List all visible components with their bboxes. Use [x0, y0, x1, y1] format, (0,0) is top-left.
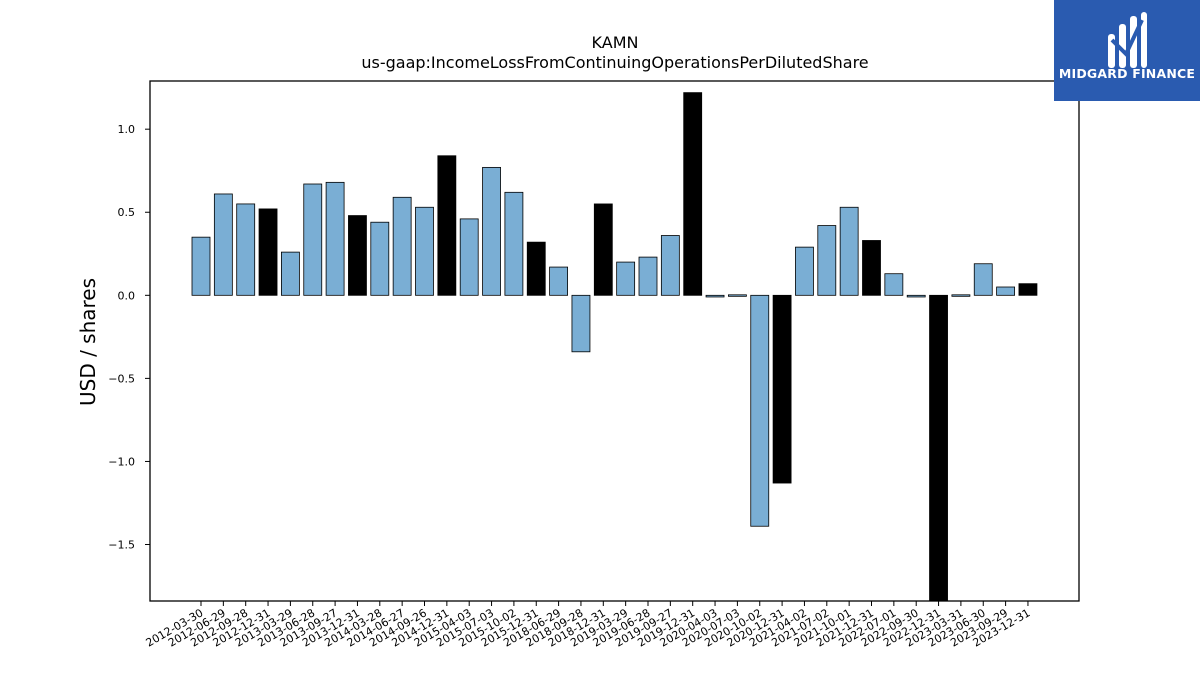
bar-2012-06-29	[213, 193, 233, 296]
bar-2013-06-28	[303, 183, 323, 296]
bar-2014-12-31	[437, 155, 457, 296]
y-axis-ticks: −1.5 −1.0 −0.5 0.0 0.5 1.0	[108, 123, 150, 552]
midgard-logo-icon	[1108, 12, 1147, 68]
bar-2020-07-03	[728, 294, 747, 297]
bar-2012-03-30	[191, 236, 211, 296]
bar-2019-03-29	[616, 261, 636, 296]
bar-2020-04-03	[705, 294, 725, 298]
y-tick-label: 0.5	[118, 206, 136, 219]
bar-2020-12-31	[772, 294, 792, 484]
bar-2021-07-02	[817, 225, 837, 296]
chart-title: KAMN	[592, 33, 639, 52]
bar-2023-03-31	[951, 294, 971, 297]
bar-2021-12-31	[862, 240, 881, 296]
bar-2022-12-31	[929, 294, 948, 602]
bar-2013-09-27	[325, 181, 345, 296]
chart-subtitle: us-gaap:IncomeLossFromContinuingOperatio…	[361, 53, 868, 72]
bar-2023-06-30	[973, 263, 993, 296]
bar-2013-03-29	[280, 251, 300, 296]
bar-2021-10-01	[839, 206, 859, 296]
logo-text: MIDGARD FINANCE	[1058, 66, 1196, 81]
bar-2023-12-31	[1018, 283, 1038, 296]
y-axis-label: USD / shares	[76, 278, 100, 406]
bar-2013-12-31	[348, 215, 367, 296]
midgard-finance-logo: MIDGARD FINANCE	[1054, 0, 1200, 101]
bar-2022-07-01	[884, 273, 904, 296]
bar-2014-09-26	[415, 206, 434, 296]
bar-2023-09-29	[996, 286, 1015, 296]
bar-2015-07-03	[482, 166, 501, 296]
plot-frame	[149, 80, 1080, 602]
bar-2015-10-02	[504, 191, 524, 296]
bar-2020-10-02	[750, 294, 770, 527]
bar-2022-09-30	[906, 294, 926, 298]
bar-2019-06-28	[638, 256, 658, 296]
bar-2015-12-31	[526, 241, 546, 296]
bar-2014-06-27	[392, 196, 412, 296]
bar-2018-09-28	[571, 294, 591, 353]
bar-2012-12-31	[258, 208, 278, 296]
x-axis-ticks: 2012-03-302012-06-292012-09-282012-12-31…	[144, 601, 1032, 650]
y-tick-label: 1.0	[118, 123, 136, 136]
bars	[191, 92, 1038, 602]
y-tick-label: −0.5	[108, 372, 135, 385]
bar-2015-04-03	[459, 218, 479, 296]
bar-2014-03-28	[370, 221, 390, 296]
bar-2019-09-27	[660, 235, 680, 296]
bar-2018-06-29	[549, 266, 568, 296]
y-tick-label: 0.0	[118, 289, 136, 302]
bar-2021-04-02	[795, 246, 814, 296]
y-tick-label: −1.0	[108, 455, 135, 468]
bar-2018-12-31	[593, 203, 613, 296]
bar-2019-12-31	[683, 92, 703, 296]
bar-2012-09-28	[236, 203, 256, 296]
y-tick-label: −1.5	[108, 539, 135, 552]
